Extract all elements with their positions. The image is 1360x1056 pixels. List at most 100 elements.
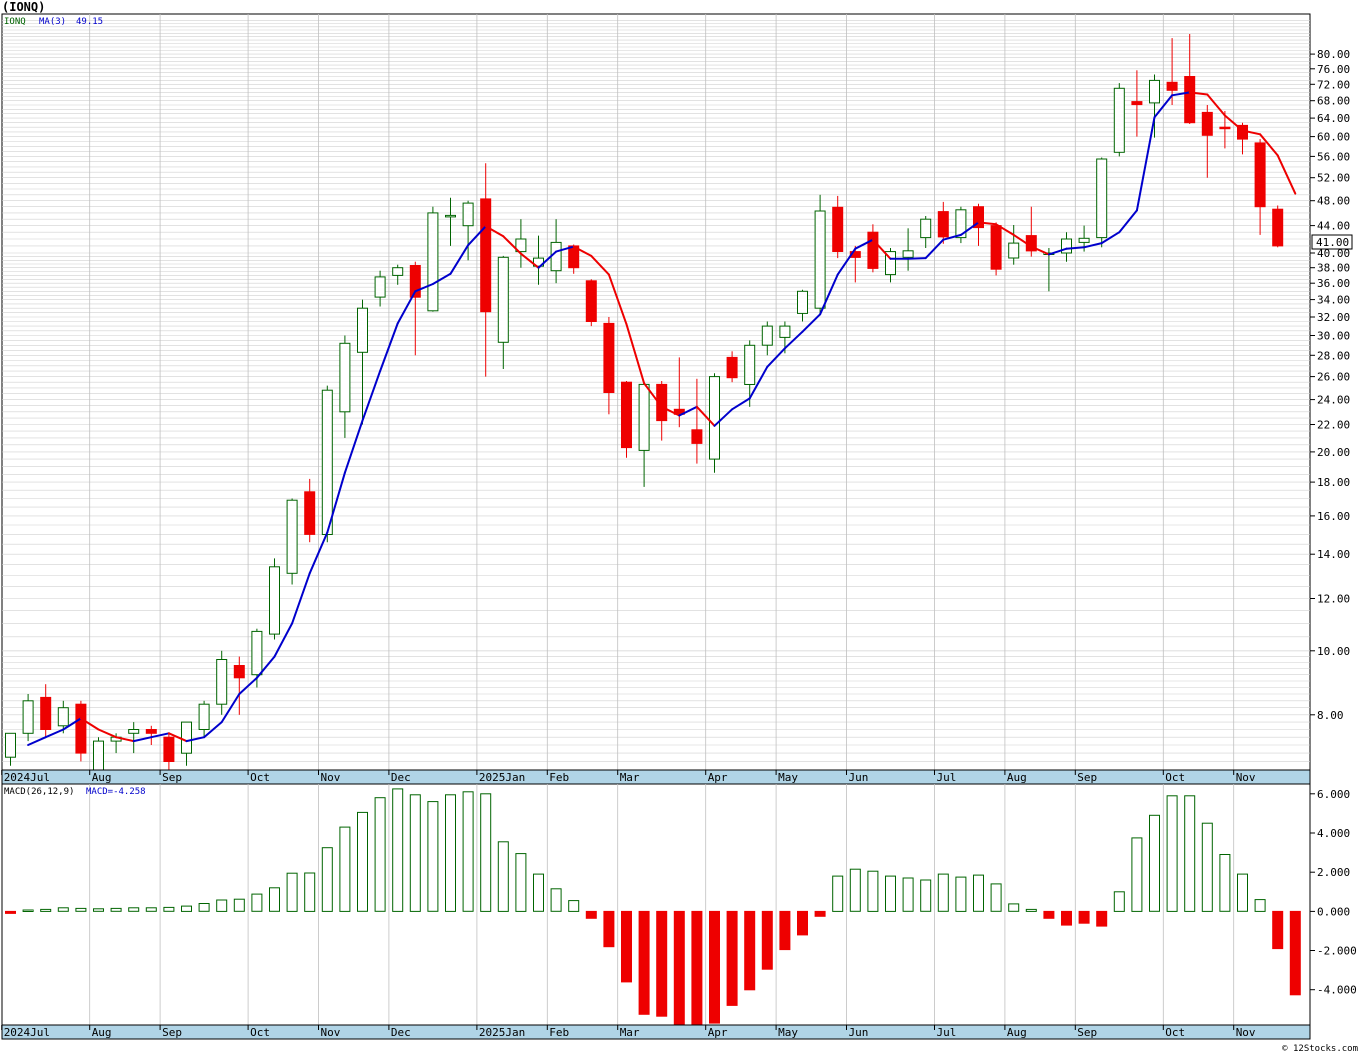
ma3-segment — [643, 382, 663, 408]
ma3-segment — [115, 736, 135, 743]
macd-bar-positive — [216, 899, 228, 912]
macd-bar-positive — [198, 903, 210, 912]
candle-body — [409, 265, 421, 298]
candle-down — [585, 279, 597, 327]
candle-body — [286, 499, 298, 574]
ma3-segment — [1083, 242, 1103, 249]
candle-body — [1166, 81, 1178, 91]
ma3-segment — [167, 732, 188, 743]
ma3-segment — [907, 257, 927, 260]
candle-down — [656, 381, 668, 441]
macd-bar-negative — [779, 910, 791, 951]
macd-bar-positive — [304, 872, 316, 912]
candle-body — [832, 206, 844, 253]
candle-body — [937, 211, 949, 238]
candle-body — [603, 322, 615, 393]
macd-bar-positive — [427, 801, 439, 912]
price-y-tick-label: 18.00 — [1317, 476, 1350, 489]
candle-body — [93, 740, 104, 775]
candle-up — [57, 700, 69, 734]
ma3-segment — [731, 397, 751, 411]
candle-down — [233, 656, 245, 715]
candle-body — [779, 325, 791, 338]
price-y-tick-label: 12.00 — [1317, 593, 1350, 606]
candle-body — [5, 732, 16, 758]
macd-bar-positive — [497, 841, 509, 912]
last-price-box — [1311, 234, 1353, 250]
ma3-segment — [924, 238, 945, 260]
candle-down — [691, 378, 703, 464]
month-label: Aug — [92, 771, 112, 784]
macd-bar-positive — [568, 900, 580, 912]
ma3-segment — [414, 283, 434, 293]
ma3-segment — [150, 732, 170, 739]
macd-bar-negative — [744, 910, 756, 991]
macd-y-tick-label: -4.000 — [1317, 984, 1357, 997]
candle-down — [1219, 111, 1231, 149]
price-y-tick-label: 10.00 — [1317, 645, 1350, 658]
candle-body — [374, 276, 386, 298]
candle-body — [761, 325, 773, 346]
candle-up — [128, 722, 140, 754]
candle-up — [392, 264, 404, 285]
candle-body — [621, 381, 632, 449]
price-y-tick-label: 44.00 — [1317, 220, 1350, 233]
candle-body — [867, 231, 879, 269]
ma3-segment — [396, 290, 417, 325]
macd-bar-positive — [181, 905, 192, 912]
ma3-segment — [449, 244, 470, 275]
candle-body — [638, 383, 650, 451]
macd-bar-positive — [973, 874, 984, 912]
candle-body — [1078, 237, 1090, 243]
month-label: Jul — [937, 771, 957, 784]
candle-body — [198, 703, 210, 731]
ma3-segment — [748, 365, 769, 400]
macd-bar-positive — [515, 853, 527, 912]
chart-title: (IONQ) — [2, 0, 45, 14]
candle-down — [726, 351, 738, 383]
ma3-segment — [1171, 91, 1191, 97]
ma3-segment — [1223, 114, 1244, 132]
macd-bar-negative — [656, 910, 668, 1017]
candle-body — [726, 356, 738, 379]
candle-up — [339, 335, 351, 438]
month-label: Oct — [1165, 1026, 1185, 1039]
candle-body — [1219, 126, 1231, 130]
macd-bar-negative — [1061, 910, 1072, 926]
credit-text: © 12Stocks.com — [1282, 1044, 1358, 1054]
price-y-tick-label: 28.00 — [1317, 349, 1350, 362]
ma3-segment — [484, 225, 505, 238]
macd-bar-positive — [1184, 795, 1196, 912]
candle-body — [427, 212, 439, 312]
macd-bar-positive — [409, 794, 421, 912]
macd-bar-positive — [1254, 899, 1266, 912]
candle-up — [269, 558, 280, 640]
macd-y-tick-label: 0.000 — [1317, 905, 1350, 918]
candle-up — [5, 732, 16, 766]
macd-bar-positive — [849, 868, 861, 912]
candle-body — [497, 256, 509, 343]
ma3-segment — [695, 405, 716, 427]
price-y-tick-label: 56.00 — [1317, 150, 1350, 163]
month-label: Sep — [162, 771, 182, 784]
month-label: Aug — [92, 1026, 112, 1039]
candle-body — [814, 210, 826, 309]
candle-body — [1184, 76, 1196, 124]
candle-body — [462, 202, 474, 227]
price-legend: IONQ MA(3) 49.15 — [4, 17, 103, 27]
candle-up — [744, 340, 756, 407]
ma3-segment — [1153, 94, 1174, 119]
macd-month-band — [1, 1024, 1311, 1040]
macd-bar-positive — [374, 797, 386, 912]
month-label: Feb — [549, 1026, 569, 1039]
ma3-segment — [801, 313, 822, 333]
ma3-segment — [1012, 233, 1033, 248]
candle-up — [462, 200, 474, 261]
macd-bar-positive — [832, 875, 844, 912]
candle-body — [75, 703, 87, 754]
price-y-tick-label: 32.00 — [1317, 311, 1350, 324]
candle-body — [304, 491, 316, 535]
ma3-segment — [44, 728, 65, 739]
month-label: Jul — [937, 1026, 957, 1039]
candle-down — [990, 222, 1002, 276]
